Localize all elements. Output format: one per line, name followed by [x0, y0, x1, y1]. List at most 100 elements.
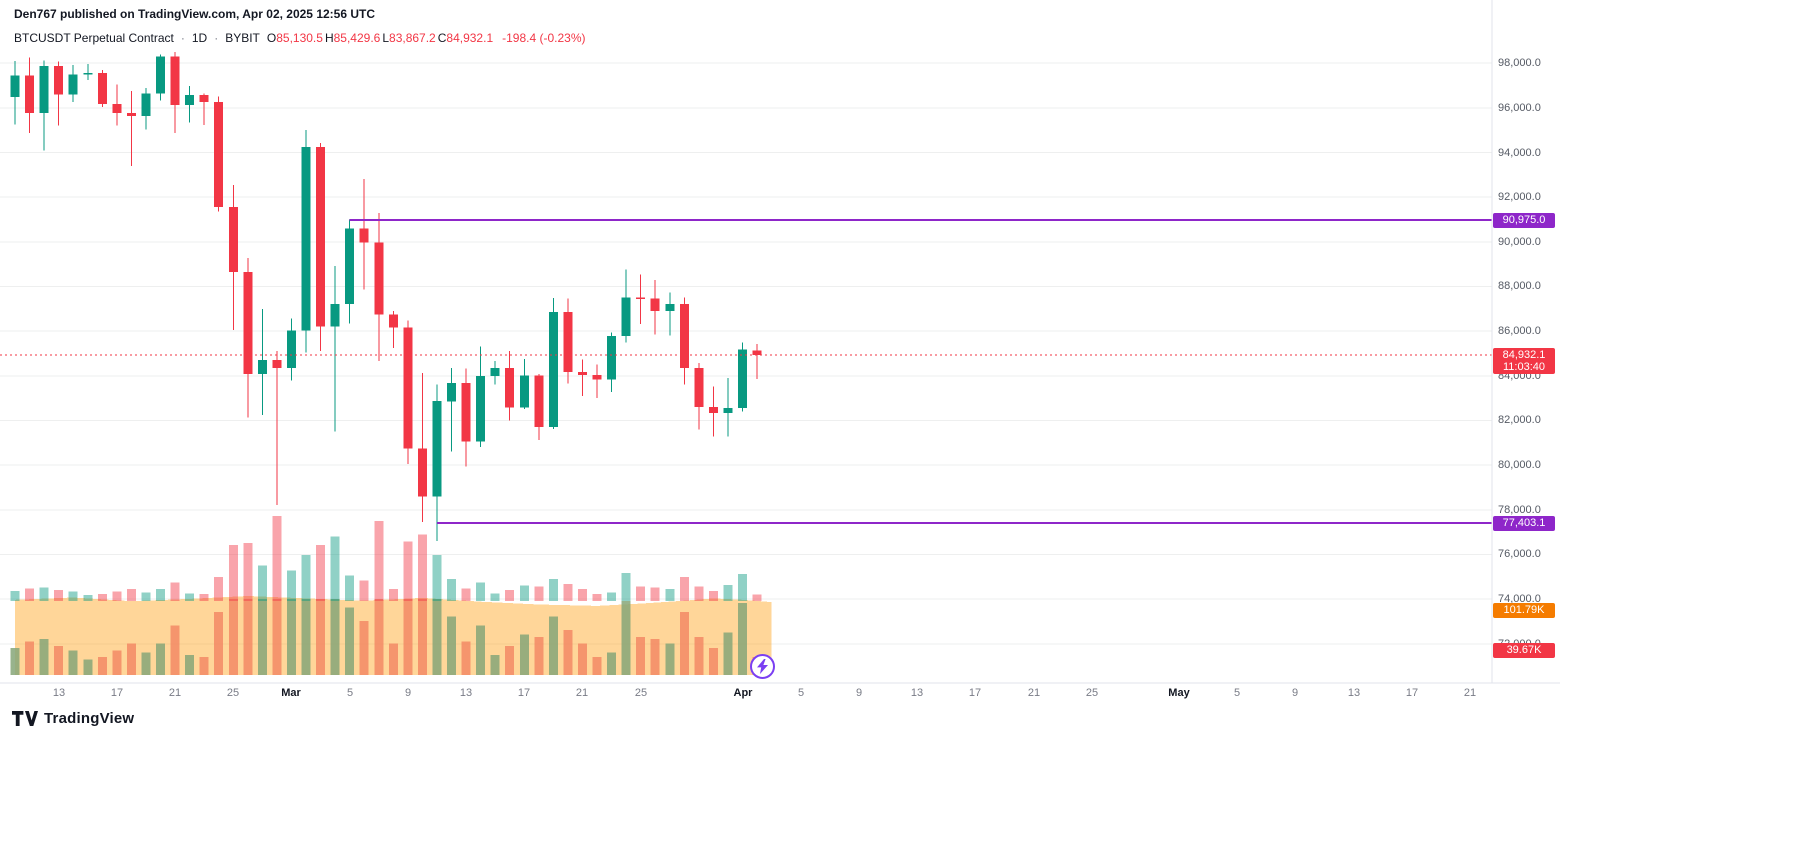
symbol-header: BTCUSDT Perpetual Contract · 1D · BYBIT … [14, 31, 586, 45]
volume-bar [476, 582, 486, 601]
current-price-label: 84,932.1 11:03:40 [1493, 348, 1555, 374]
volume-bar [83, 595, 93, 601]
indicator-volume-bar [708, 648, 718, 675]
candle-body [548, 312, 558, 428]
volume-bar [214, 577, 224, 601]
time-axis[interactable]: 13 17 21 25 Mar 5 9 13 17 21 25 Apr 5 9 13 17 21 25 May 5 9 1… [0, 684, 1560, 702]
indicator-volume-bar [723, 632, 733, 676]
volume-bar [723, 584, 733, 602]
candle-body [607, 335, 617, 380]
candle-body [286, 330, 296, 369]
volume-bar [286, 570, 296, 601]
indicator-volume-bar [345, 607, 355, 675]
volume-bar [505, 590, 515, 602]
indicator-volume-bar [97, 657, 107, 675]
time-tick-label: 17 [110, 687, 124, 699]
volume-bar [592, 594, 602, 601]
candle-body [170, 56, 180, 106]
candle-body [621, 297, 631, 336]
volume-bar [199, 594, 209, 601]
candle-body [112, 103, 122, 113]
time-tick-label: 17 [517, 687, 531, 699]
indicator-volume-bar [388, 643, 398, 675]
volume-bar [301, 555, 311, 601]
volume-bar [490, 593, 500, 602]
candle-body [126, 112, 136, 116]
price-tick-label: 78,000.0 [1498, 504, 1541, 516]
candle-body [519, 375, 529, 408]
indicator-volume-bar [228, 599, 238, 675]
price-tick-label: 98,000.0 [1498, 57, 1541, 69]
indicator-volume-bar [243, 599, 253, 675]
indicator-volume-bar [476, 625, 486, 675]
indicator-volume-bar [432, 599, 442, 675]
indicator-volume-bar [301, 599, 311, 675]
time-tick-label: 21 [575, 687, 589, 699]
volume-bar [170, 582, 180, 601]
indicator-volume-bar [214, 612, 224, 675]
volume-bar [359, 580, 369, 601]
volume-bar [156, 589, 165, 601]
tradingview-logo[interactable]: TradingView [12, 710, 134, 727]
volume-bar [39, 587, 49, 601]
candle-body [141, 93, 151, 116]
indicator-volume-bar [519, 634, 529, 675]
indicator-volume-bar [286, 599, 296, 675]
volume-bar [257, 565, 267, 601]
volume-value-label: 39.67K [1493, 643, 1555, 658]
candle-body [417, 448, 427, 497]
candle-body [388, 314, 398, 328]
volume-bar [141, 592, 151, 601]
time-tick-label: 13 [459, 687, 473, 699]
candle-body [752, 350, 762, 355]
attribution: Den767 published on TradingView.com, Apr… [14, 7, 376, 21]
price-tick-label: 92,000.0 [1498, 191, 1541, 203]
candle-body [83, 72, 93, 75]
time-tick-label: 25 [1085, 687, 1099, 699]
price-tick-label: 96,000.0 [1498, 102, 1541, 114]
volume-bar [97, 594, 107, 601]
time-tick-label: 25 [634, 687, 648, 699]
candle-body [316, 147, 326, 327]
ohlc-values: O85,130.5 H85,429.6 L83,867.2 C84,932.1 [267, 31, 495, 45]
volume-bar [417, 534, 427, 601]
interval-label: 1D [191, 31, 208, 45]
candle-body [563, 312, 573, 373]
time-tick-label: 21 [168, 687, 182, 699]
volume-bar [10, 590, 20, 601]
boost-icon[interactable] [750, 654, 775, 679]
volume-bar [330, 536, 340, 601]
lightning-bolt-icon [757, 659, 768, 674]
indicator-volume-bar [54, 645, 64, 676]
time-tick-label: 21 [1463, 687, 1477, 699]
candle-body [665, 303, 675, 312]
time-tick-label: 25 [226, 687, 240, 699]
volume-bar [752, 594, 762, 601]
volume-bar [316, 544, 326, 601]
tradingview-logo-icon [12, 711, 38, 726]
volume-bar [519, 585, 529, 601]
time-tick-label: May [1168, 687, 1190, 699]
volume-bar [679, 577, 689, 601]
volume-bar [563, 584, 573, 601]
volume-bar [112, 591, 122, 601]
indicator-volume-bar [679, 612, 689, 675]
candle-body [432, 401, 442, 497]
time-tick-label: 13 [910, 687, 924, 699]
candle-body [330, 303, 340, 327]
candle-body [243, 272, 253, 375]
price-axis[interactable]: 98,000.0 96,000.0 94,000.0 92,000.0 90,000.0… [1492, 0, 1582, 683]
candle-body [185, 95, 195, 106]
indicator-volume-bar [417, 599, 427, 675]
volume-bar [388, 589, 398, 601]
candle-body [679, 303, 689, 368]
indicator-volume-bar [10, 648, 20, 675]
candle-body [345, 228, 355, 304]
indicator-volume-bar [374, 599, 384, 675]
candle-body [694, 368, 704, 408]
candle-body [359, 228, 369, 243]
volume-bar [650, 587, 660, 601]
current-price-value: 84,932.1 [1502, 349, 1546, 361]
